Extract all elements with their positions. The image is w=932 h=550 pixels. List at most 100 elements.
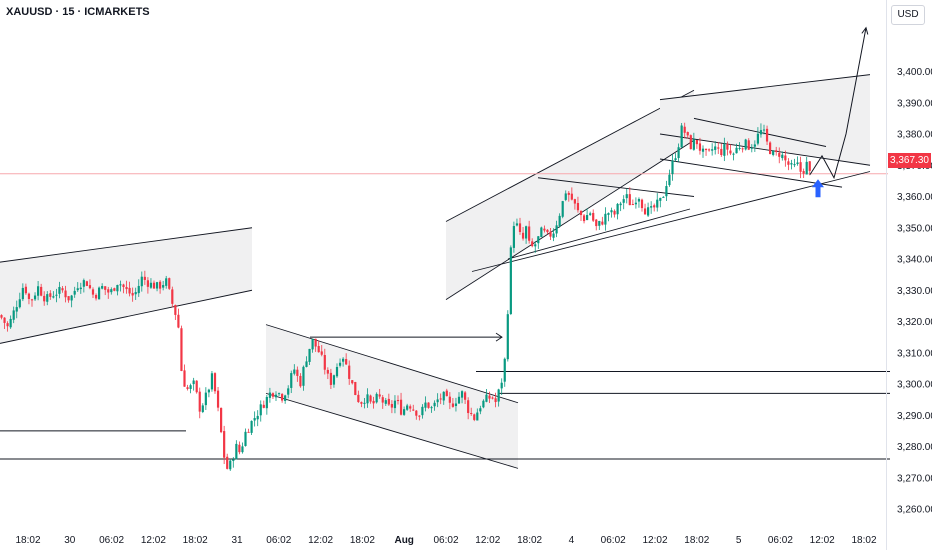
candle-body [445,390,448,397]
candle-body [555,225,558,234]
candle-body [668,174,671,186]
candle-body [98,287,101,300]
channel-band [0,227,252,344]
candle-body [314,338,317,347]
candle-body [6,323,9,327]
candle-body [586,215,589,221]
candle-body [482,400,485,408]
candle-body [412,409,415,411]
candle-body [323,355,326,370]
candle-body [174,305,177,315]
candle-body [772,150,775,155]
trend-line [659,158,843,188]
candle-body [741,148,744,150]
candle-body [159,281,162,289]
candle-body [73,290,76,295]
y-tick-label: 3,320.00 [897,317,932,328]
candle-body [281,394,284,401]
candle-body [531,241,534,247]
candle-body [546,229,549,233]
candle-body [476,412,479,421]
candle-body [335,366,339,377]
currency-button[interactable]: USD [891,5,925,25]
channel-upper-line [0,227,253,263]
candle-body [180,328,183,371]
candle-body [659,197,662,201]
candle-body [662,196,665,198]
candle-body [216,390,220,408]
candle-body [177,314,180,328]
candle-body [107,289,110,293]
candle-body [424,402,427,408]
candle-body [677,147,680,159]
candle-body [201,405,204,412]
candle-body [738,147,741,149]
candle-body [573,199,576,204]
candle-body [418,415,421,417]
candle-body [198,391,201,412]
candle-body [134,292,137,295]
candle-body [567,192,570,195]
candle-body [643,208,647,215]
candle-body [162,285,165,288]
candle-body [146,280,149,287]
candle-body [396,400,400,402]
y-tick-label: 3,380.00 [897,130,932,141]
candle-body [799,162,802,172]
up-arrow-marker-icon [812,179,824,198]
x-tick-label: 5 [736,535,742,546]
candle-body [595,219,598,227]
candle-body [665,186,668,197]
candle-body [775,150,778,153]
candle-body [378,394,381,397]
candle-body [454,403,458,407]
candle-body [299,375,302,387]
candle-body [186,387,189,389]
x-tick-label: 18:02 [851,535,876,546]
candle-body [171,289,174,304]
candle-body [647,207,650,216]
candle-body [15,307,18,312]
candle-body [610,210,613,213]
candle-body [238,444,241,453]
candle-body [409,406,412,409]
candle-body [55,294,58,296]
candle-body [503,358,506,382]
candle-body [274,394,278,398]
candle-body [119,284,122,286]
candle-body [796,162,799,165]
candle-body [787,161,790,165]
candle-body [430,407,433,409]
candle-body [155,282,159,289]
x-tick-label: 30 [64,535,76,546]
x-tick-label: 06:02 [768,535,793,546]
candle-body [393,400,397,409]
candle-body [491,397,494,399]
candle-body [192,380,195,385]
candle-body [534,244,537,247]
candle-body [674,158,677,160]
candle-body [720,148,723,156]
candle-body [473,414,476,420]
candle-body [427,402,430,408]
candle-body [790,163,793,165]
candle-body [40,286,43,296]
candle-body [692,139,695,150]
candle-body [110,289,113,293]
candle-body [433,402,436,407]
candle-body [549,231,552,237]
candle-body [24,286,27,294]
candle-body [698,143,702,151]
candle-body [537,236,540,244]
candle-body [656,199,659,208]
channel-lower-line [659,133,871,166]
candle-body [540,227,543,238]
channel-upper-line [265,324,519,404]
candle-body [708,149,711,151]
candle-body [543,228,546,231]
candle-body [515,223,519,226]
y-tick-label: 3,350.00 [897,223,932,234]
candle-body [448,396,451,403]
